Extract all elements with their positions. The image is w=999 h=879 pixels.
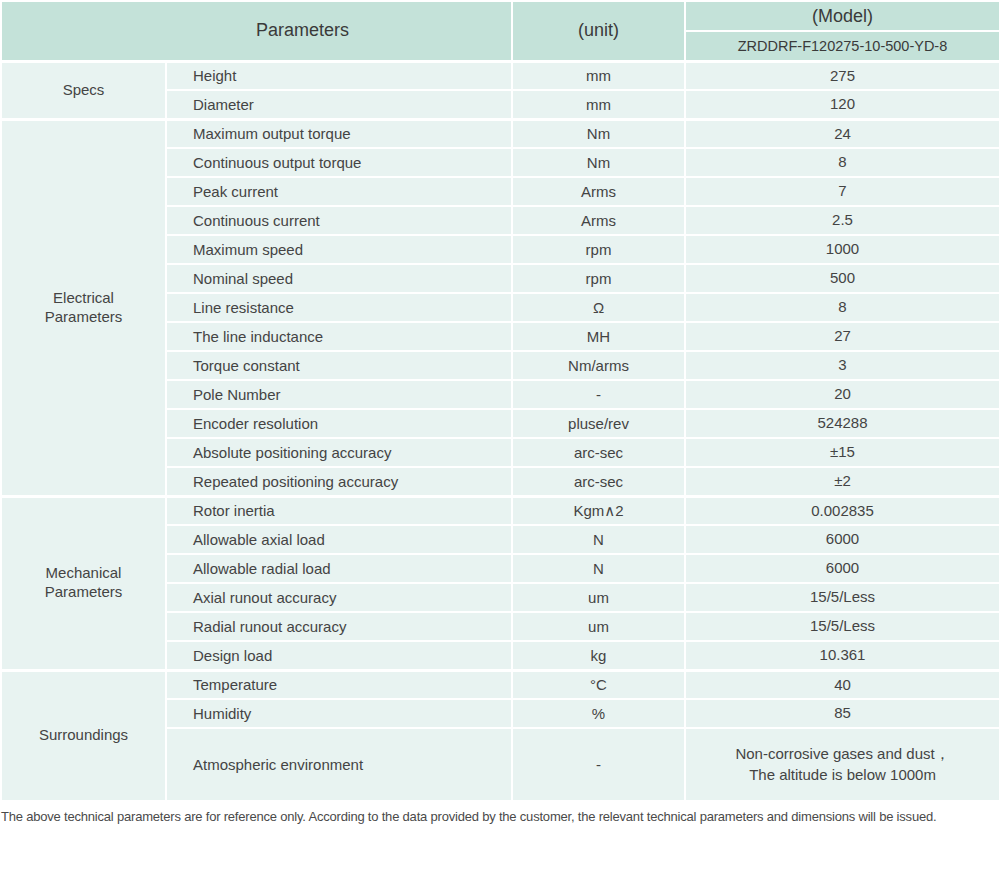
unit-cell: rpm — [512, 264, 685, 293]
unit-cell: Kgm∧2 — [512, 496, 685, 525]
param-name-cell: The line inductance — [166, 322, 512, 351]
unit-cell: rpm — [512, 235, 685, 264]
group-cell: Specs — [1, 61, 166, 119]
param-name-cell: Continuous output torque — [166, 148, 512, 177]
value-cell: 524288 — [685, 409, 999, 438]
param-name-cell: Humidity — [166, 699, 512, 728]
param-name-cell: Absolute positioning accuracy — [166, 438, 512, 467]
table-row: Mechanical ParametersRotor inertiaKgm∧20… — [1, 496, 999, 525]
model-number: ZRDDRF-F120275-10-500-YD-8 — [685, 31, 999, 61]
unit-cell: MH — [512, 322, 685, 351]
table-row: SurroundingsTemperature°C40 — [1, 670, 999, 699]
param-name-cell: Diameter — [166, 90, 512, 119]
col-header-parameters: Parameters — [1, 1, 512, 61]
value-cell: 85 — [685, 699, 999, 728]
value-cell: 0.002835 — [685, 496, 999, 525]
unit-cell: arc-sec — [512, 438, 685, 467]
group-cell: Electrical Parameters — [1, 119, 166, 496]
value-cell: 40 — [685, 670, 999, 699]
unit-cell: Nm — [512, 148, 685, 177]
param-name-cell: Torque constant — [166, 351, 512, 380]
unit-cell: kg — [512, 641, 685, 670]
unit-cell: Nm/arms — [512, 351, 685, 380]
param-name-cell: Maximum speed — [166, 235, 512, 264]
value-cell: 15/5/Less — [685, 583, 999, 612]
value-cell: 2.5 — [685, 206, 999, 235]
unit-cell: % — [512, 699, 685, 728]
param-name-cell: Atmospheric environment — [166, 728, 512, 801]
value-cell: 500 — [685, 264, 999, 293]
value-cell: 3 — [685, 351, 999, 380]
group-cell: Mechanical Parameters — [1, 496, 166, 670]
table-row: Electrical ParametersMaximum output torq… — [1, 119, 999, 148]
spec-table: Parameters (unit) (Model) ZRDDRF-F120275… — [0, 0, 999, 802]
unit-cell: Arms — [512, 177, 685, 206]
param-name-cell: Design load — [166, 641, 512, 670]
param-name-cell: Peak current — [166, 177, 512, 206]
table-row: SpecsHeightmm275 — [1, 61, 999, 90]
param-name-cell: Maximum output torque — [166, 119, 512, 148]
value-cell: 6000 — [685, 554, 999, 583]
param-name-cell: Temperature — [166, 670, 512, 699]
param-name-cell: Allowable radial load — [166, 554, 512, 583]
col-header-unit: (unit) — [512, 1, 685, 61]
param-name-cell: Height — [166, 61, 512, 90]
unit-cell: mm — [512, 90, 685, 119]
value-cell: 27 — [685, 322, 999, 351]
param-name-cell: Encoder resolution — [166, 409, 512, 438]
unit-cell: mm — [512, 61, 685, 90]
unit-cell: Arms — [512, 206, 685, 235]
param-name-cell: Radial runout accuracy — [166, 612, 512, 641]
unit-cell: °C — [512, 670, 685, 699]
unit-cell: N — [512, 554, 685, 583]
param-name-cell: Repeated positioning accuracy — [166, 467, 512, 496]
unit-cell: Nm — [512, 119, 685, 148]
value-cell: ±15 — [685, 438, 999, 467]
param-name-cell: Nominal speed — [166, 264, 512, 293]
unit-cell: Ω — [512, 293, 685, 322]
param-name-cell: Pole Number — [166, 380, 512, 409]
value-cell: Non-corrosive gases and dust， The altitu… — [685, 728, 999, 801]
value-cell: 10.361 — [685, 641, 999, 670]
unit-cell: - — [512, 728, 685, 801]
unit-cell: pluse/rev — [512, 409, 685, 438]
param-name-cell: Line resistance — [166, 293, 512, 322]
unit-cell: arc-sec — [512, 467, 685, 496]
group-cell: Surroundings — [1, 670, 166, 801]
col-header-model: (Model) — [685, 1, 999, 31]
value-cell: 6000 — [685, 525, 999, 554]
param-name-cell: Continuous current — [166, 206, 512, 235]
value-cell: 120 — [685, 90, 999, 119]
value-cell: 24 — [685, 119, 999, 148]
value-cell: 8 — [685, 293, 999, 322]
value-cell: 275 — [685, 61, 999, 90]
value-cell: 15/5/Less — [685, 612, 999, 641]
value-cell: 1000 — [685, 235, 999, 264]
unit-cell: - — [512, 380, 685, 409]
reference-note: The above technical parameters are for r… — [0, 802, 999, 834]
value-cell: 8 — [685, 148, 999, 177]
param-name-cell: Allowable axial load — [166, 525, 512, 554]
unit-cell: um — [512, 612, 685, 641]
unit-cell: N — [512, 525, 685, 554]
spec-table-body: SpecsHeightmm275Diametermm120Electrical … — [1, 61, 999, 801]
param-name-cell: Rotor inertia — [166, 496, 512, 525]
unit-cell: um — [512, 583, 685, 612]
value-cell: 7 — [685, 177, 999, 206]
value-cell: ±2 — [685, 467, 999, 496]
table-header: Parameters (unit) (Model) ZRDDRF-F120275… — [1, 1, 999, 61]
spec-sheet: Parameters (unit) (Model) ZRDDRF-F120275… — [0, 0, 999, 834]
param-name-cell: Axial runout accuracy — [166, 583, 512, 612]
value-cell: 20 — [685, 380, 999, 409]
